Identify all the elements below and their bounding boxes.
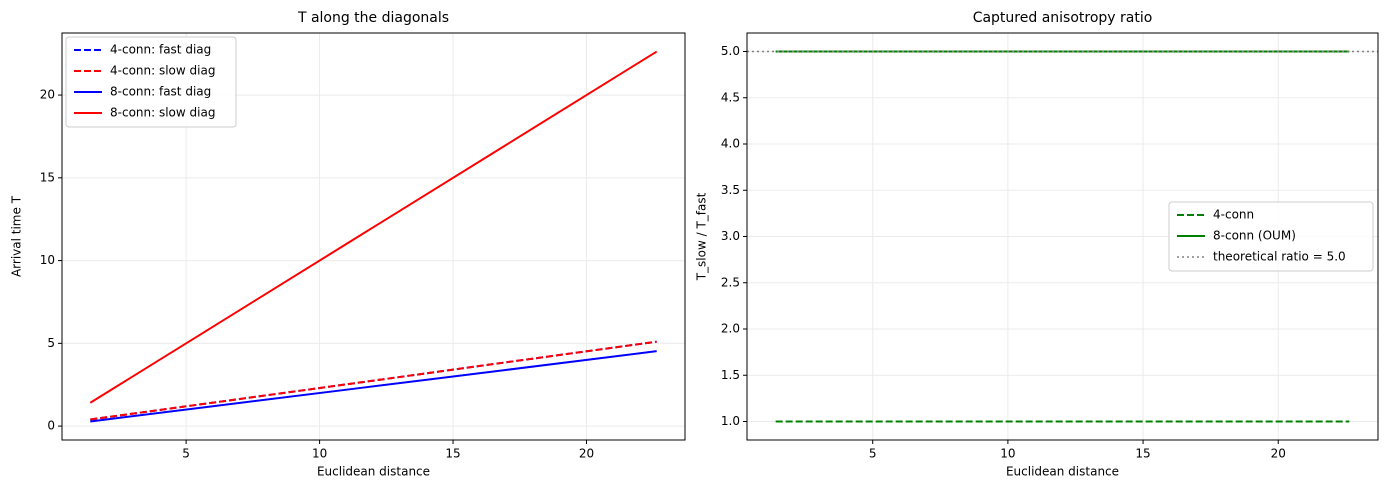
legend: 4-conn 8-conn (OUM) theoretical ratio = 5.…: [1168, 201, 1374, 272]
y-tick-label: 10: [40, 253, 55, 267]
x-tick-label: 15: [1135, 447, 1150, 461]
legend-label: 8-conn: fast diag: [110, 85, 211, 99]
axes-frame: [746, 32, 1379, 441]
legend-label: 4-conn: fast diag: [110, 43, 211, 57]
legend-label: 8-conn: slow diag: [110, 106, 215, 120]
legend-box: [65, 36, 237, 128]
y-tick-label: 5: [47, 336, 55, 350]
legend-label: 4-conn: [1213, 208, 1254, 222]
x-axis-label: Euclidean distance: [1006, 465, 1119, 479]
y-tick-label: 4.0: [721, 137, 740, 151]
x-axis-label: Euclidean distance: [317, 465, 430, 479]
y-tick-label: 1.5: [721, 368, 740, 382]
chart-title: T along the diagonals: [297, 10, 449, 26]
y-tick-label: 5.0: [721, 44, 740, 58]
legend-label: theoretical ratio = 5.0: [1213, 250, 1346, 264]
y-tick-label: 3.5: [721, 183, 740, 197]
data-line: [89, 50, 658, 404]
y-tick-label: 20: [40, 88, 55, 102]
y-axis-label: T_slow / T_fast: [695, 192, 709, 281]
legend-box: [1168, 201, 1374, 272]
y-tick-label: 15: [40, 170, 55, 184]
x-tick-label: 10: [312, 447, 327, 461]
y-tick-label: 3.0: [721, 229, 740, 243]
legend-label: 4-conn: slow diag: [110, 64, 215, 78]
x-tick-label: 5: [182, 447, 190, 461]
legend-label: 8-conn (OUM): [1213, 229, 1296, 243]
data-line: [90, 350, 657, 423]
y-tick-label: 4.5: [721, 90, 740, 104]
axes-frame: [61, 32, 686, 441]
y-tick-label: 0: [47, 419, 55, 433]
x-tick-label: 20: [579, 447, 594, 461]
y-axis-label: Arrival time T: [10, 195, 24, 277]
legend: 4-conn: fast diag 4-conn: slow diag 8-conn…: [65, 36, 237, 128]
y-tick-label: 1.0: [721, 414, 740, 428]
chart-title: Captured anisotropy ratio: [973, 10, 1153, 26]
x-tick-label: 15: [445, 447, 460, 461]
x-tick-label: 10: [1000, 447, 1015, 461]
x-tick-label: 5: [869, 447, 877, 461]
y-tick-label: 2.5: [721, 275, 740, 289]
x-tick-label: 20: [1271, 447, 1286, 461]
data-line: [90, 340, 657, 421]
y-tick-label: 2.0: [721, 322, 740, 336]
